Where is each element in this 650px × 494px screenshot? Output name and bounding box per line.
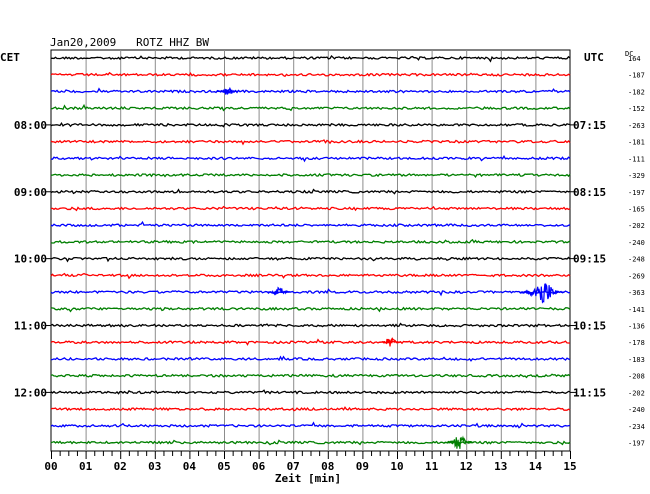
x-tick-label: 15	[563, 460, 576, 473]
trace-4	[50, 121, 571, 128]
trace-13	[50, 272, 571, 280]
x-tick-label: 12	[460, 460, 473, 473]
dc-offset-label: -202	[628, 222, 645, 230]
left-time-label: 11:00	[14, 320, 47, 333]
event-1	[267, 286, 291, 296]
x-tick-label: 06	[252, 460, 266, 473]
trace-0	[51, 55, 571, 63]
trace-3	[50, 103, 571, 112]
chart-title: Jan20,2009 ROTZ HHZ BW	[50, 36, 209, 49]
trace-23	[50, 439, 571, 446]
x-tick-label: 02	[114, 460, 127, 473]
dc-offset-label: 164	[628, 55, 641, 63]
dc-offset-label: -152	[628, 105, 645, 113]
dc-offset-label: -240	[628, 239, 645, 247]
trace-5	[50, 139, 571, 146]
trace-15	[50, 306, 571, 313]
dc-offset-label: -329	[628, 172, 645, 180]
trace-14	[50, 288, 571, 297]
dc-offset-label: -197	[628, 440, 645, 448]
dc-offset-label: -182	[628, 88, 645, 96]
dc-offset-label: -111	[628, 155, 645, 163]
trace-9	[50, 205, 571, 212]
x-axis-label: Zeit [min]	[275, 472, 341, 485]
dc-offset-label: -136	[628, 323, 645, 331]
left-time-label: 08:00	[14, 119, 47, 132]
dc-offset-label: -269	[628, 272, 645, 280]
dc-offset-label: -197	[628, 189, 645, 197]
right-time-label: 09:15	[573, 253, 606, 266]
dc-offset-label: -234	[628, 423, 645, 431]
left-time-label: 10:00	[14, 253, 47, 266]
trace-8	[50, 188, 571, 195]
trace-21	[50, 406, 571, 412]
dc-offset-label: -248	[628, 256, 645, 264]
grid	[50, 49, 571, 452]
x-tick-label: 11	[425, 460, 439, 473]
trace-18	[50, 355, 571, 362]
x-tick-label: 09	[356, 460, 369, 473]
x-tick-label: 05	[217, 460, 230, 473]
x-tick-label: 14	[529, 460, 543, 473]
right-time-label: 11:15	[573, 386, 606, 399]
left-time-label: 09:00	[14, 186, 47, 199]
left-axis-label: CET	[0, 51, 20, 64]
trace-6	[50, 155, 571, 163]
trace-22	[50, 421, 571, 429]
dc-offset-label: -208	[628, 373, 645, 381]
events	[216, 86, 565, 449]
trace-7	[50, 172, 571, 179]
dc-offset-labels: 164 -187 -182 -152 -263 -181 -111 -329 -197 -165 -…	[628, 55, 645, 448]
left-time-labels: 08:00 09:00 10:00 11:00 12:00	[14, 119, 51, 399]
trace-16	[50, 322, 571, 328]
trace-2	[50, 87, 571, 94]
right-time-labels: 07:15 08:15 09:15 10:15 11:15	[570, 119, 606, 399]
traces	[50, 55, 571, 446]
x-tick-label: 01	[79, 460, 93, 473]
right-time-label: 07:15	[573, 119, 606, 132]
dc-offset-label: -187	[628, 72, 645, 80]
event-4	[216, 86, 239, 95]
dc-label: DC	[625, 50, 633, 58]
event-2	[444, 435, 474, 449]
right-time-label: 10:15	[573, 320, 606, 333]
dc-offset-label: -240	[628, 406, 645, 414]
event-3	[378, 336, 402, 347]
x-tick-label: 07	[287, 460, 300, 473]
trace-19	[50, 373, 571, 379]
dc-offset-label: -181	[628, 139, 645, 147]
event-0	[520, 282, 565, 304]
trace-1	[50, 71, 571, 78]
trace-20	[50, 389, 571, 395]
right-axis-label: UTC	[584, 51, 604, 64]
trace-12	[50, 256, 571, 263]
left-time-label: 12:00	[14, 386, 47, 399]
x-tick-label: 08	[321, 460, 334, 473]
dc-offset-label: -165	[628, 205, 645, 213]
x-tick-label: 00	[44, 460, 57, 473]
trace-11	[50, 238, 571, 245]
dc-offset-label: -183	[628, 356, 645, 364]
x-tick-label: 04	[183, 460, 197, 473]
x-tick-label: 10	[390, 460, 403, 473]
dc-offset-label: -263	[628, 122, 645, 130]
x-axis-ticks: 00 01 02 03 04 05 06 07 08 09 10 11 12 13 14 15	[44, 451, 577, 473]
dc-offset-label: -178	[628, 339, 645, 347]
dc-offset-label: -363	[628, 289, 645, 297]
trace-10	[50, 220, 571, 228]
trace-17	[50, 338, 571, 346]
dc-offset-label: -202	[628, 389, 645, 397]
x-tick-label: 03	[148, 460, 161, 473]
x-tick-label: 13	[494, 460, 507, 473]
dc-offset-label: -141	[628, 306, 645, 314]
right-time-label: 08:15	[573, 186, 606, 199]
